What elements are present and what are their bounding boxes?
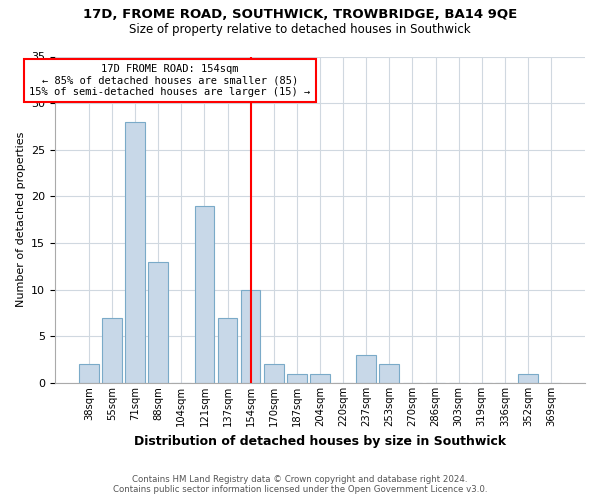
Text: Size of property relative to detached houses in Southwick: Size of property relative to detached ho… [129,22,471,36]
Bar [356,355,376,383]
Bar [310,374,330,383]
Bar [379,364,399,383]
Bar [287,374,307,383]
Bar [125,122,145,383]
Text: Contains HM Land Registry data © Crown copyright and database right 2024.
Contai: Contains HM Land Registry data © Crown c… [113,474,487,494]
Bar [241,290,260,383]
Y-axis label: Number of detached properties: Number of detached properties [16,132,26,308]
Bar [218,318,238,383]
Bar [148,262,168,383]
Bar [264,364,284,383]
Bar [518,374,538,383]
X-axis label: Distribution of detached houses by size in Southwick: Distribution of detached houses by size … [134,434,506,448]
Text: 17D, FROME ROAD, SOUTHWICK, TROWBRIDGE, BA14 9QE: 17D, FROME ROAD, SOUTHWICK, TROWBRIDGE, … [83,8,517,20]
Bar [79,364,98,383]
Bar [194,206,214,383]
Text: 17D FROME ROAD: 154sqm
← 85% of detached houses are smaller (85)
15% of semi-det: 17D FROME ROAD: 154sqm ← 85% of detached… [29,64,310,97]
Bar [102,318,122,383]
